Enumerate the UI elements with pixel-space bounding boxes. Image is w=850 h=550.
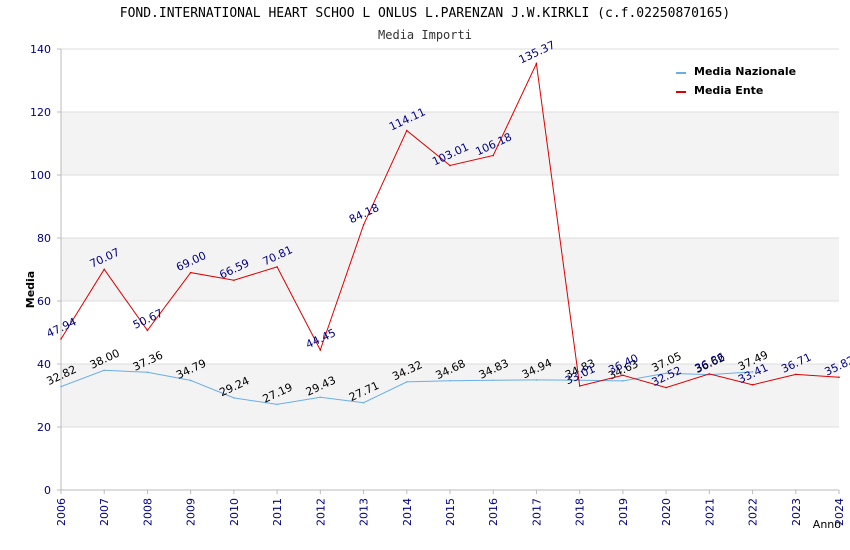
- y-tick-label: 80: [37, 232, 51, 245]
- data-point: [449, 164, 451, 167]
- x-tick-label: 2018: [574, 498, 587, 526]
- data-label: 135.37: [517, 38, 557, 66]
- grid-band: [61, 238, 839, 301]
- x-tick-label: 2023: [790, 498, 803, 526]
- data-point: [622, 380, 624, 382]
- x-tick-label: 2008: [141, 498, 154, 526]
- x-tick-label: 2011: [271, 498, 284, 526]
- data-label: 47.94: [44, 315, 78, 340]
- data-point: [405, 129, 408, 132]
- data-point: [233, 397, 235, 399]
- data-label: 50.67: [131, 307, 165, 332]
- y-axis-label: Media: [24, 271, 37, 308]
- x-tick-label: 2009: [185, 498, 198, 526]
- data-point: [103, 268, 106, 271]
- x-tick-label: 2020: [660, 498, 673, 526]
- data-point: [146, 329, 149, 332]
- data-point: [103, 369, 106, 372]
- y-tick-label: 120: [30, 106, 51, 119]
- data-point: [708, 373, 711, 375]
- data-point: [189, 379, 192, 382]
- data-point: [838, 376, 840, 378]
- x-tick-label: 2010: [228, 498, 241, 526]
- x-tick-label: 2017: [530, 498, 543, 526]
- x-tick-label: 2016: [487, 498, 500, 526]
- chart-subtitle: Media Importi: [378, 28, 472, 42]
- data-point: [622, 374, 624, 377]
- legend-label: Media Nazionale: [694, 65, 796, 78]
- data-point: [60, 338, 62, 340]
- data-point: [492, 154, 495, 157]
- chart-title: FOND.INTERNATIONAL HEART SCHOO L ONLUS L…: [119, 6, 731, 21]
- data-point: [665, 372, 667, 375]
- legend-label: Media Ente: [694, 84, 763, 97]
- x-axis-label: Anno: [813, 518, 841, 531]
- data-point: [319, 396, 322, 399]
- data-point: [362, 224, 365, 226]
- x-tick-label: 2006: [55, 498, 68, 526]
- data-point: [189, 271, 192, 274]
- y-tick-label: 140: [30, 43, 51, 56]
- data-point: [492, 379, 495, 382]
- data-point: [449, 379, 451, 382]
- data-point: [233, 279, 235, 282]
- data-point: [751, 371, 754, 373]
- x-tick-label: 2012: [314, 498, 327, 526]
- data-point: [794, 373, 797, 376]
- data-point: [405, 381, 408, 383]
- data-point: [535, 62, 538, 65]
- data-point: [146, 371, 149, 374]
- x-tick-label: 2021: [703, 498, 716, 526]
- data-point: [276, 266, 278, 268]
- x-tick-label: 2013: [358, 498, 371, 526]
- data-label: 84.18: [347, 201, 381, 226]
- data-point: [362, 401, 365, 404]
- y-tick-label: 60: [37, 295, 51, 308]
- x-tick-label: 2014: [401, 498, 414, 526]
- y-tick-label: 40: [37, 358, 51, 371]
- x-tick-label: 2022: [747, 498, 760, 526]
- data-point: [535, 379, 538, 381]
- grid-band: [61, 112, 839, 175]
- data-point: [751, 383, 754, 386]
- data-point: [60, 385, 62, 388]
- y-tick-label: 20: [37, 421, 51, 434]
- x-tick-label: 2007: [98, 498, 111, 526]
- data-point: [665, 386, 667, 389]
- y-tick-label: 100: [30, 169, 51, 182]
- x-tick-label: 2015: [444, 498, 457, 526]
- x-tick-label: 2019: [617, 498, 630, 526]
- data-point: [578, 385, 581, 387]
- x-tick-label: 2024: [833, 498, 846, 526]
- data-point: [319, 349, 322, 351]
- data-point: [276, 403, 278, 406]
- y-tick-label: 0: [44, 484, 51, 497]
